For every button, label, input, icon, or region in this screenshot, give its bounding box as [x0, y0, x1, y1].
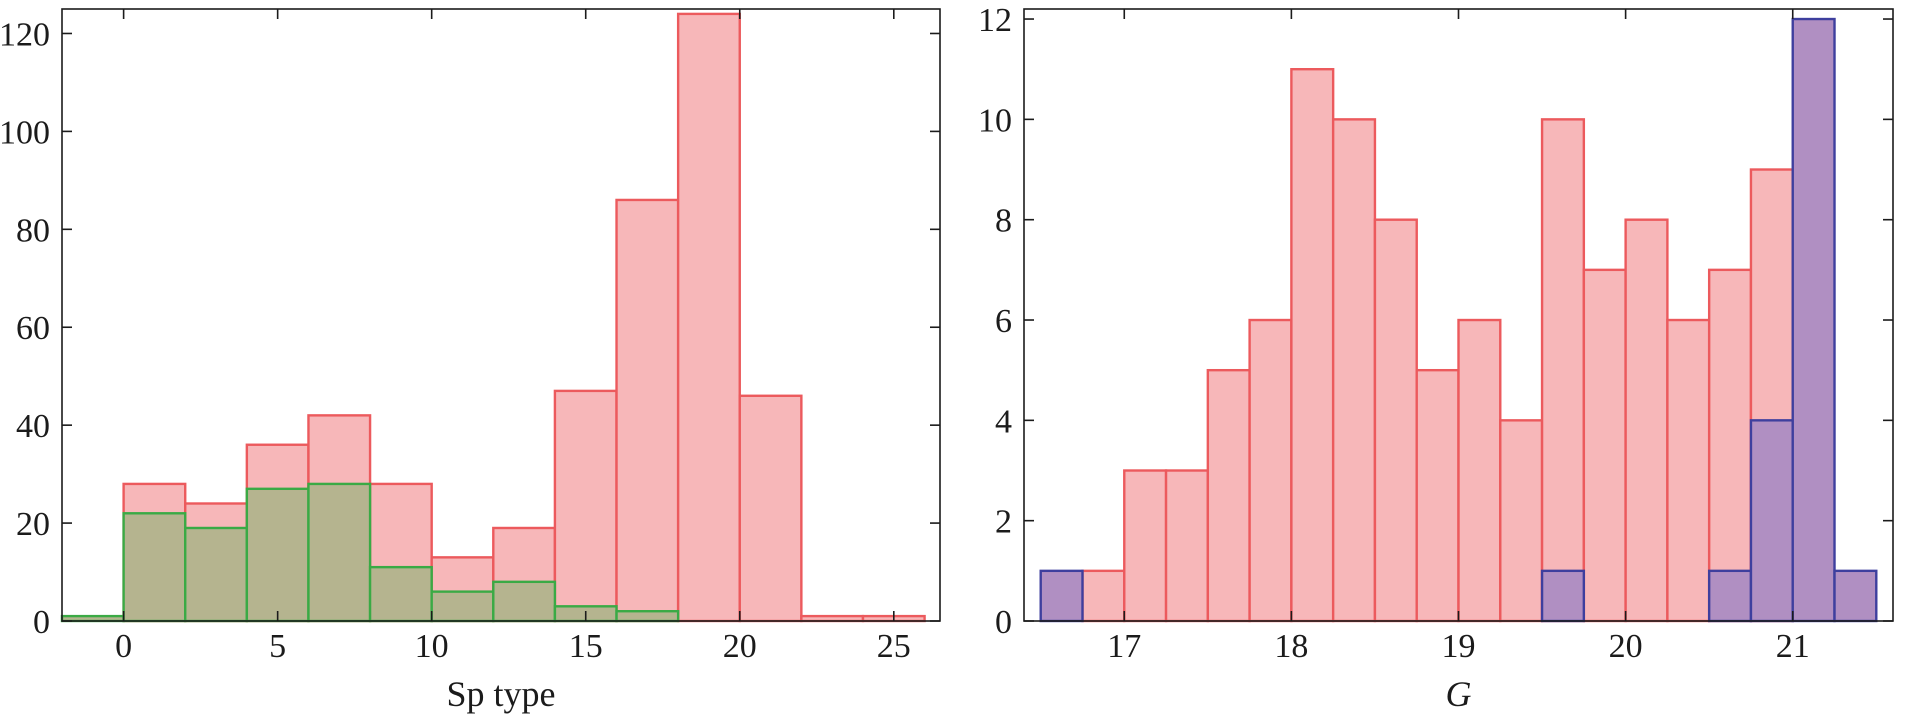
- histogram-bar: [1290, 67, 1335, 623]
- histogram-bar: [307, 482, 372, 623]
- y-tick-label: 2: [995, 504, 1012, 541]
- y-tick-label: 12: [978, 2, 1012, 39]
- histogram-bar: [1540, 569, 1586, 623]
- histogram-bar: [1707, 569, 1753, 623]
- histogram-bar: [1707, 268, 1753, 623]
- x-tick-label: 17: [1107, 628, 1141, 665]
- histogram-bar: [430, 590, 495, 623]
- histogram-bar: [1666, 318, 1711, 623]
- histogram-bar: [1039, 569, 1084, 623]
- histogram-bar: [1331, 118, 1377, 623]
- histogram-bar: [492, 580, 557, 623]
- histogram-bar: [122, 512, 187, 623]
- x-tick-label: 25: [877, 628, 911, 665]
- histogram-bar: [1164, 469, 1210, 623]
- y-tick-label: 100: [0, 114, 50, 151]
- histogram-bar: [1415, 368, 1460, 623]
- x-tick-label: 20: [723, 628, 757, 665]
- plot-frame: [61, 8, 941, 622]
- histogram-bar: [1791, 17, 1836, 623]
- histogram-bar: [1123, 469, 1168, 623]
- histogram-bar: [1081, 569, 1126, 623]
- x-axis-title: G: [1446, 674, 1472, 714]
- x-tick-label: 0: [115, 628, 132, 665]
- x-tick-label: 21: [1776, 628, 1810, 665]
- y-tick-label: 0: [995, 604, 1012, 641]
- histogram-bar: [1373, 218, 1418, 623]
- y-tick-label: 60: [16, 310, 50, 347]
- y-tick-label: 6: [995, 303, 1012, 340]
- x-tick-label: 10: [415, 628, 449, 665]
- x-tick-label: 19: [1442, 628, 1476, 665]
- histogram-bar: [245, 487, 310, 623]
- y-tick-label: 4: [995, 403, 1012, 440]
- histogram-bar: [1457, 318, 1502, 623]
- histogram-bar: [1582, 268, 1627, 623]
- histogram-bar: [1749, 419, 1794, 623]
- histogram-bar: [1833, 569, 1878, 623]
- chart-left-panel: 0 5 10 15 20 25 0 20 40 60 80 100 120 Sp type: [0, 8, 941, 714]
- histogram-bar: [184, 526, 249, 623]
- histogram-bar: [615, 198, 680, 623]
- histogram-bar: [368, 565, 433, 623]
- x-tick-label: 15: [569, 628, 603, 665]
- histogram-bar: [1624, 218, 1669, 623]
- chart-right-panel: 17 18 19 20 21 0 2 4 6 8 10 12 G: [978, 2, 1894, 714]
- histogram-bar: [738, 394, 803, 623]
- x-tick-label: 18: [1274, 628, 1308, 665]
- x-tick-label: 5: [269, 628, 286, 665]
- y-tick-label: 20: [16, 506, 50, 543]
- histogram-bar: [553, 389, 618, 623]
- histogram-series-1: [1081, 67, 1794, 623]
- y-tick-label: 10: [978, 102, 1012, 139]
- histogram-bar: [615, 610, 680, 623]
- x-tick-label: 20: [1609, 628, 1643, 665]
- y-tick-label: 80: [16, 212, 50, 249]
- histogram-bar: [1248, 318, 1293, 623]
- y-tick-label: 8: [995, 203, 1012, 240]
- y-tick-label: 40: [16, 408, 50, 445]
- histogram-bar: [1206, 368, 1251, 623]
- histogram-bar: [1499, 419, 1544, 623]
- x-axis-title: Sp type: [446, 674, 555, 714]
- histogram-series-2: [60, 482, 680, 623]
- y-tick-label: 120: [0, 16, 50, 53]
- y-tick-label: 0: [33, 604, 50, 641]
- histogram-bar: [676, 12, 741, 623]
- histogram-bar: [1540, 118, 1586, 623]
